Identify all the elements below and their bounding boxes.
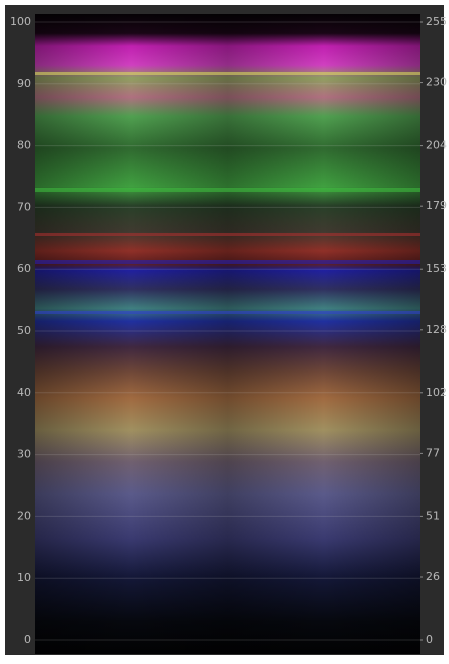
streak <box>35 233 420 236</box>
y-tick-label: 100 <box>10 15 31 28</box>
y-tick-label: 0 <box>24 633 31 646</box>
image-streaks <box>35 72 420 314</box>
y-tick-label: 10 <box>17 571 31 584</box>
streak <box>35 260 420 264</box>
y2-tick-label: 230 <box>426 76 447 89</box>
y-tick-label: 40 <box>17 386 31 399</box>
y2-tick-label: 128 <box>426 323 447 336</box>
y-tick-label: 20 <box>17 509 31 522</box>
y-tick-label: 60 <box>17 262 31 275</box>
streak <box>35 72 420 75</box>
y-tick-label: 70 <box>17 200 31 213</box>
y2-tick-label: 0 <box>426 633 433 646</box>
y2-tick-label: 204 <box>426 139 447 152</box>
y2-tick-label: 179 <box>426 199 447 212</box>
y2-tick-label: 51 <box>426 509 440 522</box>
streak <box>35 311 420 314</box>
y-tick-label: 90 <box>17 77 31 90</box>
y-tick-label: 50 <box>17 324 31 337</box>
y2-tick-label: 255 <box>426 15 447 28</box>
axes: 0 10 20 30 40 50 60 70 80 90 100 0 26 51 77 102 128 153 17… <box>10 15 447 646</box>
streak <box>35 188 420 192</box>
y2-tick-label: 26 <box>426 570 440 583</box>
y2-tick-label: 153 <box>426 262 447 275</box>
y2-tick-label: 77 <box>426 446 440 459</box>
image-shade <box>35 14 420 654</box>
y-tick-label: 30 <box>17 448 31 461</box>
y2-tick-label: 102 <box>426 386 447 399</box>
y-tick-label: 80 <box>17 139 31 152</box>
